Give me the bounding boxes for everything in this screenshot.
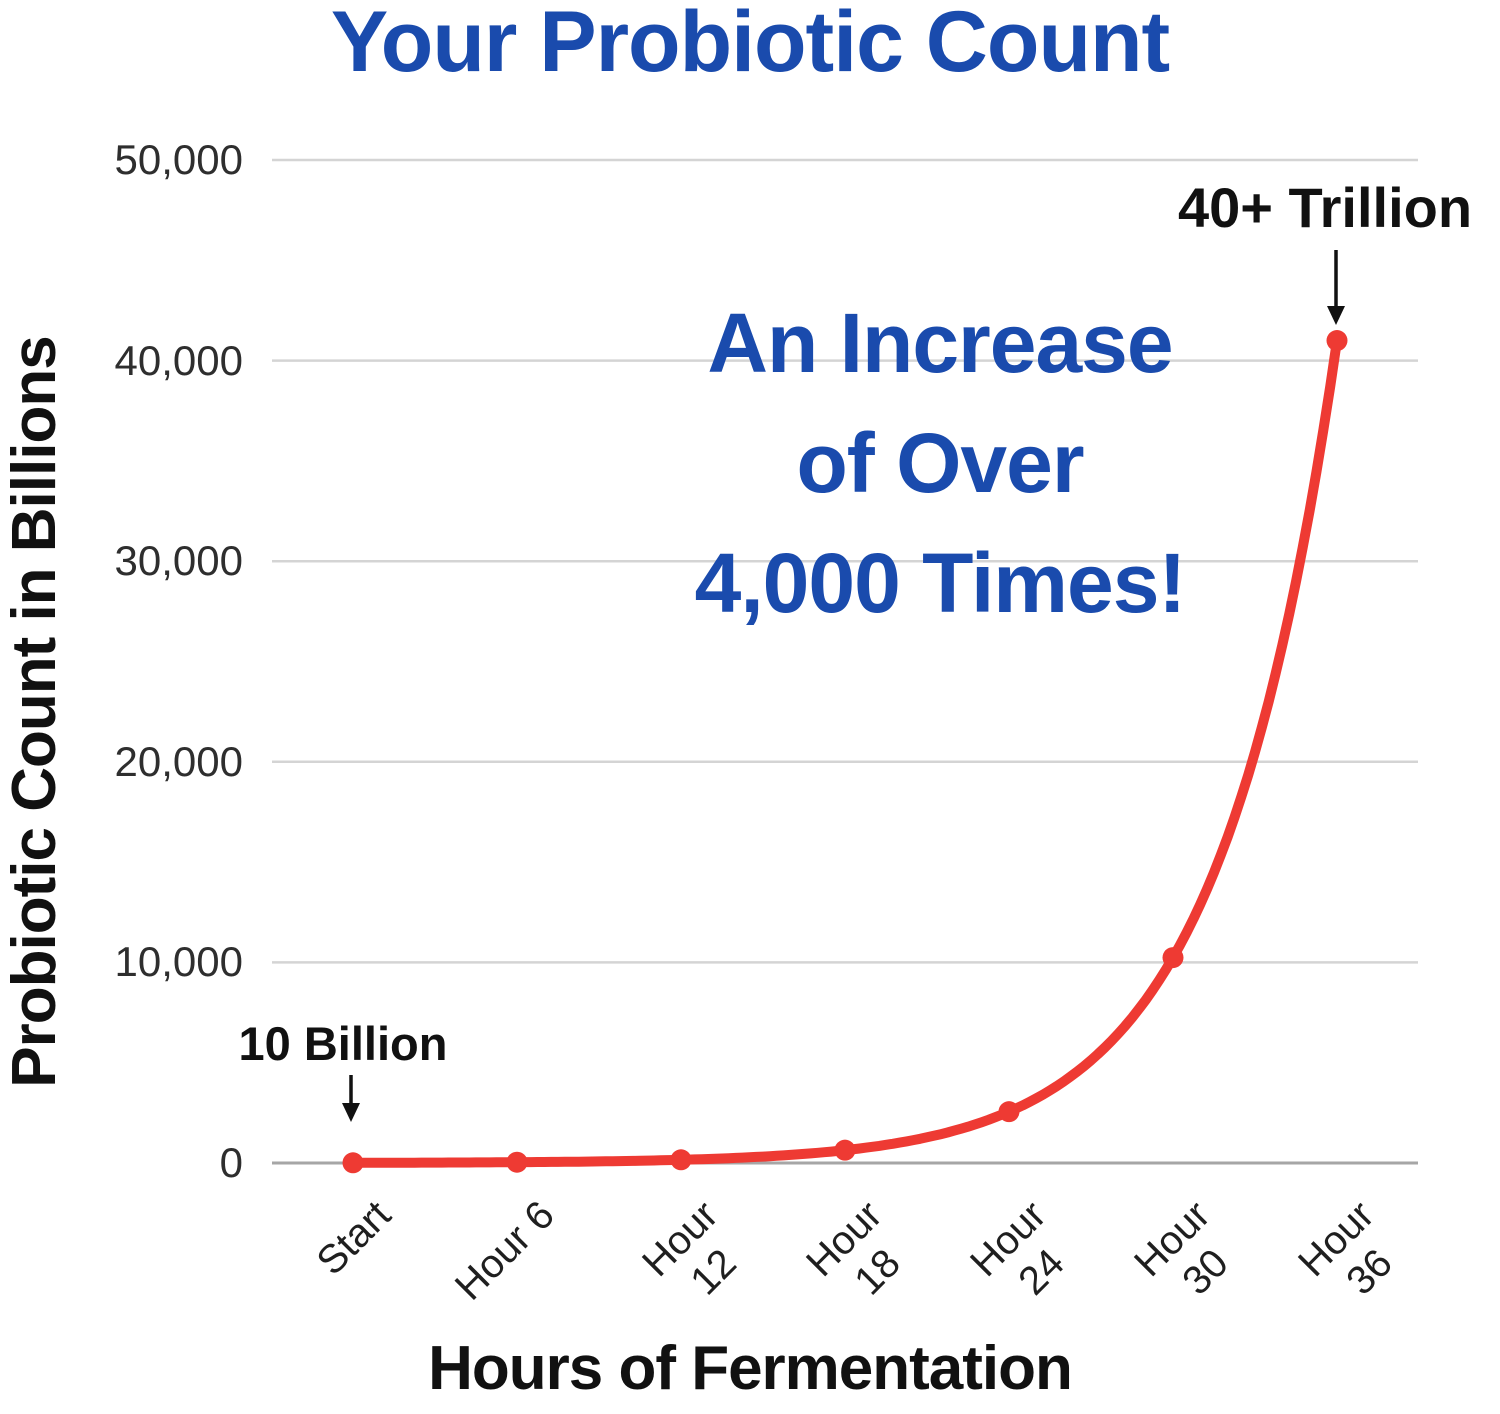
y-tick-label: 10,000	[114, 938, 243, 986]
annotation-increase-line3: 4,000 Times!	[694, 536, 1187, 630]
data-point-marker	[342, 1152, 364, 1174]
annotation-increase-line2: of Over	[796, 416, 1084, 510]
y-tick-label: 20,000	[114, 737, 243, 785]
data-point-marker	[834, 1139, 856, 1161]
y-tick-label: 40,000	[114, 336, 243, 384]
data-point-marker	[1326, 330, 1348, 352]
x-axis-title: Hours of Fermentation	[428, 1334, 1073, 1403]
data-point-marker	[998, 1101, 1020, 1123]
y-tick-label: 30,000	[114, 537, 243, 585]
arrow-40-trillion-head	[1327, 306, 1345, 325]
annotation-increase-line1: An Increase	[707, 296, 1173, 390]
annotation-10-billion: 10 Billion	[238, 1017, 448, 1070]
chart-title: Your Probiotic Count	[330, 0, 1170, 90]
data-point-marker	[506, 1151, 528, 1173]
data-point-marker	[670, 1149, 692, 1171]
annotation-40-trillion: 40+ Trillion	[1177, 176, 1473, 239]
data-point-marker	[1162, 947, 1184, 969]
y-tick-label: 50,000	[114, 136, 243, 183]
y-tick-label: 0	[219, 1139, 243, 1186]
arrow-10-billion-head	[342, 1103, 360, 1122]
annotation-increase: An Increase of Over 4,000 Times!	[560, 283, 1320, 643]
